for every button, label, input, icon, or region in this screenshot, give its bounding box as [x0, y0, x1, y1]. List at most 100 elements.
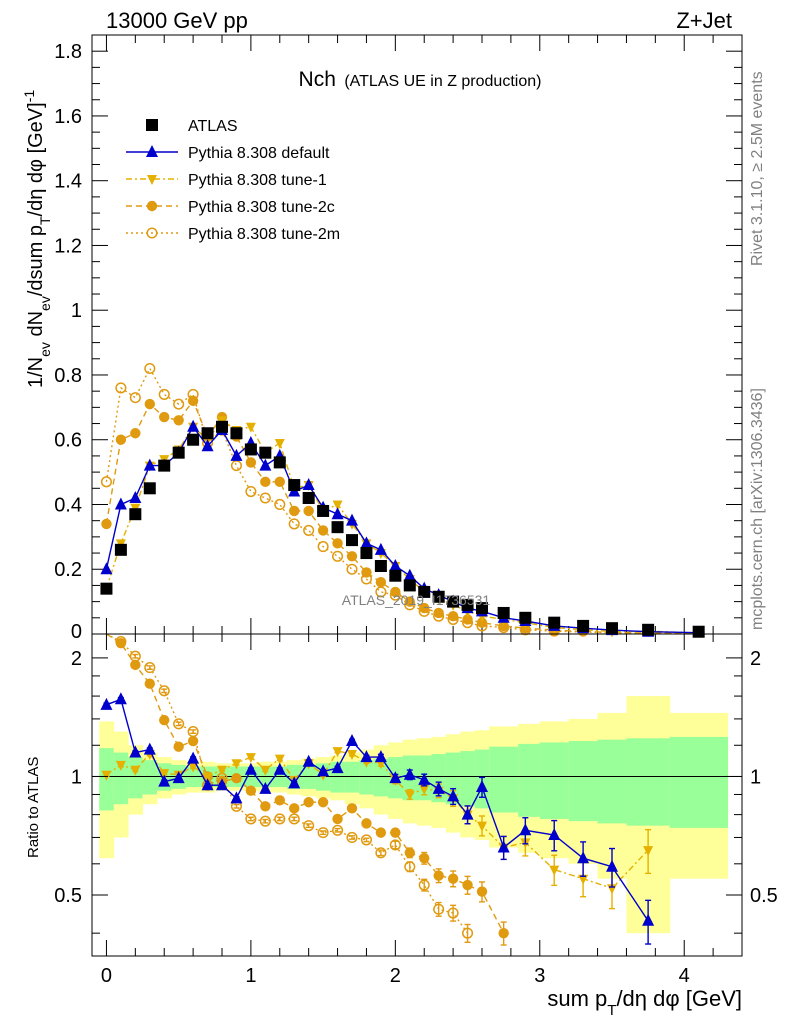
main-data-point: [447, 595, 460, 608]
title-text: Nch: [299, 68, 336, 91]
ratio-data-point: [317, 764, 330, 777]
main-data-point: [129, 491, 142, 504]
ratio-data-point: [144, 662, 156, 674]
main-data-point: [606, 622, 618, 635]
ratio-data-point: [390, 827, 401, 838]
ratio-data-point: [462, 927, 474, 939]
main-data-point: [332, 500, 343, 511]
main-data-point: [259, 492, 271, 504]
main-series-3: [101, 395, 699, 637]
main-data-point: [115, 382, 127, 394]
main-data-point: [273, 456, 286, 469]
ratio-data-point: [187, 735, 199, 747]
main-data-point: [303, 505, 314, 517]
ratio-series-line: [106, 633, 505, 934]
main-data-point: [144, 362, 156, 375]
main-series-0: [100, 420, 705, 638]
main-data-point: [245, 485, 257, 498]
legend-marker: [146, 119, 158, 131]
band-inner-bin: [669, 736, 729, 828]
band-inner-bin: [539, 742, 570, 819]
ratio-data-point: [289, 803, 300, 814]
ratio-data-point: [404, 847, 415, 858]
main-data-point: [259, 458, 272, 471]
main-y-tick-label: 1: [71, 300, 82, 322]
ratio-data-point: [259, 781, 272, 794]
main-y-axis-label: 1/Nev dNev/dsum pT/dη dφ [GeV]-1: [21, 90, 53, 388]
ratio-data-point: [317, 797, 329, 808]
ratio-data-point: [216, 778, 228, 791]
ratio-data-point: [172, 771, 185, 784]
ratio-data-point: [259, 815, 271, 827]
main-data-point: [288, 479, 301, 492]
main-data-point: [332, 550, 344, 562]
ratio-data-point: [245, 785, 257, 796]
ratio-y-tick-label-right: 1: [750, 766, 761, 788]
main-data-point: [642, 623, 655, 636]
main-y-tick-label: 0.6: [54, 430, 82, 452]
main-data-point: [158, 388, 170, 400]
subtitle-text: (ATLAS UE in Z production): [344, 73, 541, 90]
main-data-point: [404, 596, 415, 607]
main-data-point: [129, 392, 141, 404]
main-data-point: [143, 482, 156, 495]
main-data-point: [317, 504, 330, 517]
ratio-data-point: [374, 750, 387, 763]
ratio-data-point: [115, 760, 126, 771]
x-tick-label: 0: [101, 965, 112, 987]
main-data-point: [360, 547, 373, 560]
ratio-data-point: [375, 827, 387, 838]
mcplots-label: mcplots.cern.ch [arXiv:1306.3436]: [749, 388, 766, 630]
ratio-data-point: [303, 797, 314, 808]
ratio-data-point: [101, 770, 112, 781]
main-y-tick-label: 1.4: [54, 171, 82, 193]
ratio-y-tick-label-left: 2: [71, 648, 82, 670]
main-data-point: [288, 518, 300, 530]
ratio-data-point: [159, 714, 170, 726]
ratio-data-point: [361, 818, 372, 829]
main-data-point: [360, 536, 373, 549]
ratio-data-point: [302, 754, 315, 767]
ratio-data-point: [346, 831, 358, 844]
legend-marker: [146, 145, 158, 157]
ratio-y-tick-label-right: 2: [750, 648, 761, 670]
main-data-point: [403, 579, 416, 592]
ratio-axis-ticks: 0.5 0.5 1 1 2 2 0 1 2 3 4: [54, 634, 778, 987]
ratio-data-point: [143, 742, 156, 755]
ratio-data-point: [201, 778, 214, 791]
main-series-line: [105, 399, 699, 635]
band-inner-bin: [128, 757, 144, 799]
main-series-line: [105, 419, 699, 634]
band-inner-bin: [373, 758, 389, 797]
ratio-data-point: [331, 761, 344, 774]
band-inner-bin: [142, 760, 158, 795]
main-data-point: [476, 617, 488, 628]
ratio-data-point: [346, 734, 358, 747]
legend-entry-1: Pythia 8.308 default: [126, 145, 330, 162]
legend-entry-4: Pythia 8.308 tune-2m: [126, 226, 340, 243]
ratio-data-point: [231, 759, 242, 770]
ratio-data-point: [288, 813, 300, 825]
main-data-point: [173, 415, 184, 426]
ratio-data-point: [477, 821, 487, 832]
main-data-point: [548, 616, 561, 629]
main-y-tick-label: 0.8: [54, 365, 82, 387]
ratio-data-point: [462, 879, 473, 891]
main-data-point: [245, 457, 257, 468]
ratio-data-point: [375, 847, 387, 859]
main-data-point: [302, 492, 315, 505]
ratio-data-point: [419, 853, 430, 864]
ratio-data-point: [288, 776, 301, 789]
main-data-point: [389, 559, 402, 572]
legend-label: Pythia 8.308 tune-1: [188, 172, 327, 189]
main-y-tick-label: 0.4: [54, 494, 82, 516]
main-data-point: [173, 398, 185, 410]
svg-text:Nch (ATLAS UE in Z pro: Nch (ATLAS UE in Z production): [299, 68, 542, 91]
main-y-tick-label: 1.6: [54, 106, 82, 128]
main-title: Nch (ATLAS UE in Z production): [299, 68, 542, 91]
main-data-point: [172, 446, 185, 459]
main-data-point: [274, 498, 286, 511]
main-data-point: [244, 443, 257, 456]
legend-label: Pythia 8.308 default: [188, 145, 330, 162]
band-inner-bin: [489, 746, 519, 813]
